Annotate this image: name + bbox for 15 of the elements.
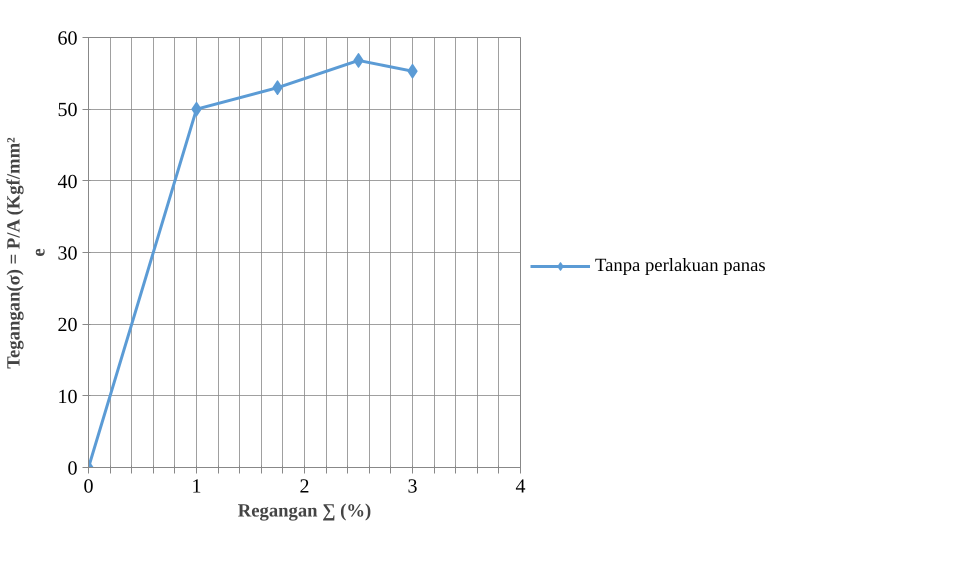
y-tick-label: 0 (68, 458, 78, 480)
x-tick-label: 0 (84, 476, 94, 498)
y-tick-label: 20 (58, 314, 78, 336)
x-tick-label: 3 (408, 476, 418, 498)
y-tick-label: 50 (58, 99, 78, 122)
y-tick-label: 40 (58, 170, 78, 193)
y-axis-title: Tegangan(σ) = P/A (Kgf/mm² e (3, 136, 50, 369)
x-tick-label: 4 (516, 476, 526, 498)
y-tick-label: 30 (58, 242, 78, 264)
y-tick-label: 10 (58, 386, 78, 408)
y-tick-label: 60 (58, 28, 78, 50)
x-axis-title: Regangan ∑ (%) (238, 500, 372, 522)
x-tick-label: 2 (300, 476, 310, 498)
x-tick-label: 1 (192, 476, 202, 498)
legend-label: Tanpa perlakuan panas (595, 255, 766, 277)
